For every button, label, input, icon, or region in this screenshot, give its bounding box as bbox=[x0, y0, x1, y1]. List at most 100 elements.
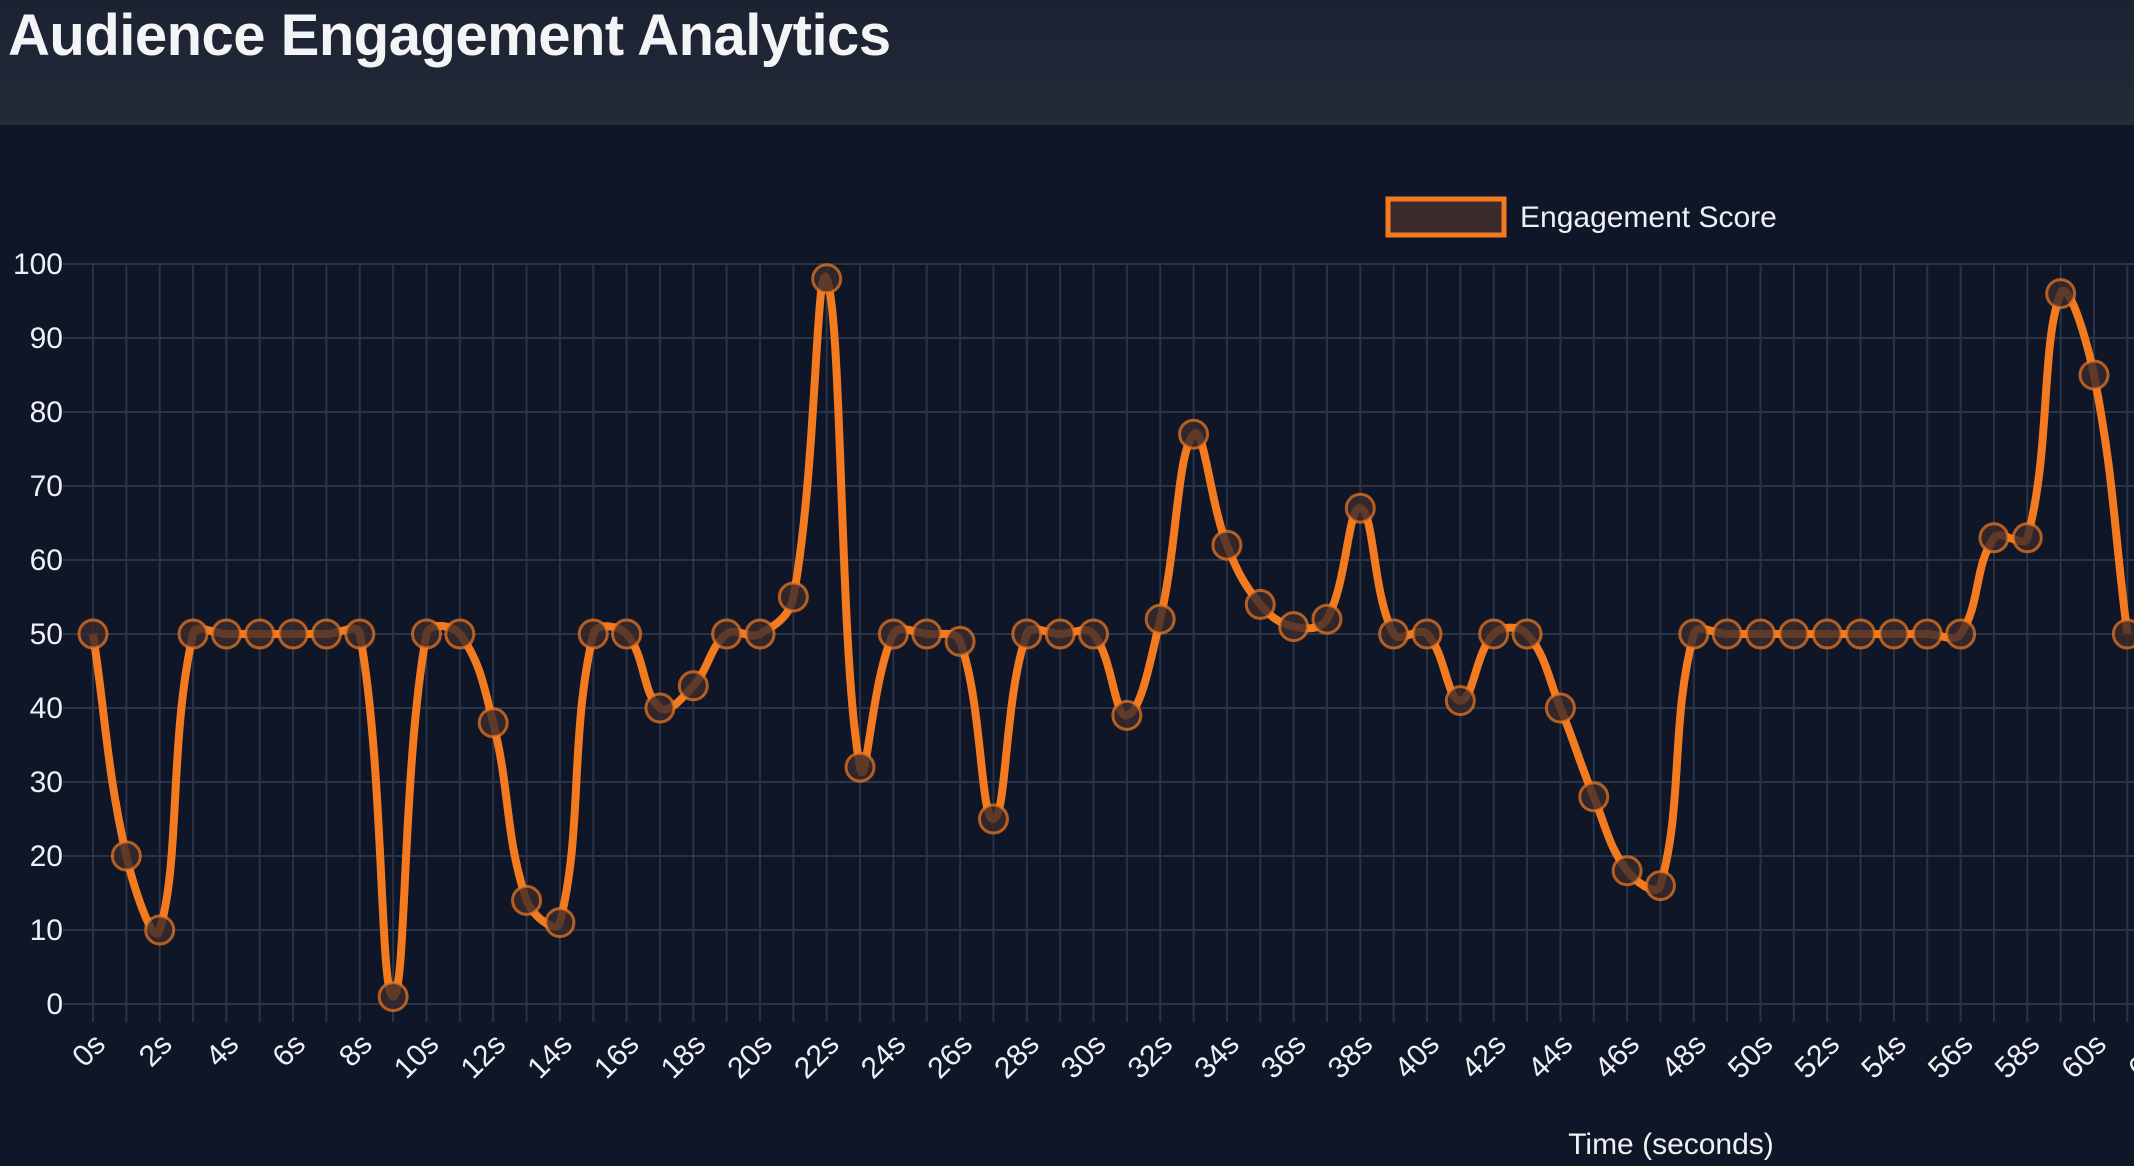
x-tick-label: 38s bbox=[1322, 1028, 1380, 1086]
data-point bbox=[1178, 418, 1210, 450]
x-tick-label: 44s bbox=[1522, 1028, 1580, 1086]
x-tick-label: 60s bbox=[2055, 1028, 2113, 1086]
x-tick-label: 50s bbox=[1722, 1028, 1780, 1086]
x-tick-label: 4s bbox=[200, 1028, 246, 1074]
data-point bbox=[2011, 522, 2043, 554]
data-point bbox=[1945, 618, 1977, 650]
data-point bbox=[1378, 618, 1410, 650]
x-tick-label: 14s bbox=[521, 1028, 579, 1086]
data-point bbox=[677, 670, 709, 702]
legend-swatch bbox=[1385, 196, 1507, 238]
legend[interactable]: Engagement Score bbox=[1385, 196, 1777, 238]
data-point bbox=[1978, 522, 2010, 554]
data-point bbox=[1878, 618, 1910, 650]
data-point bbox=[1845, 618, 1877, 650]
data-point bbox=[2111, 618, 2134, 650]
x-tick-label: 46s bbox=[1589, 1028, 1647, 1086]
data-point bbox=[1011, 618, 1043, 650]
x-tick-label: 48s bbox=[1655, 1028, 1713, 1086]
data-point bbox=[1711, 618, 1743, 650]
x-tick-label: 32s bbox=[1122, 1028, 1180, 1086]
data-point bbox=[977, 803, 1009, 835]
y-tick-label: 0 bbox=[46, 988, 63, 1021]
data-point bbox=[511, 884, 543, 916]
data-point bbox=[1411, 618, 1443, 650]
data-point bbox=[1278, 611, 1310, 643]
data-point bbox=[1911, 618, 1943, 650]
data-point bbox=[1044, 618, 1076, 650]
x-axis-ticks: 0s 2s 4s 6s 8s 10s 12s 14s 16s 18s 20s 22s 24s 26s 28s… bbox=[66, 1028, 2134, 1086]
data-point bbox=[144, 914, 176, 946]
y-tick-label: 80 bbox=[30, 396, 63, 429]
y-axis-ticks: 0 10 20 30 40 50 60 70 80 90 100 bbox=[13, 248, 63, 1021]
x-tick-label: 24s bbox=[855, 1028, 913, 1086]
data-point bbox=[544, 907, 576, 939]
data-point bbox=[1745, 618, 1776, 650]
data-point bbox=[110, 840, 142, 872]
data-point bbox=[877, 618, 909, 650]
x-tick-label: 58s bbox=[1989, 1028, 2047, 1086]
data-point bbox=[944, 625, 976, 657]
data-point bbox=[1678, 618, 1710, 650]
data-point bbox=[2078, 359, 2110, 391]
data-point bbox=[344, 618, 376, 650]
data-point bbox=[1644, 870, 1676, 902]
x-tick-label: 36s bbox=[1255, 1028, 1313, 1086]
y-tick-label: 90 bbox=[30, 322, 63, 355]
data-point bbox=[811, 263, 843, 295]
data-point bbox=[1211, 529, 1243, 561]
x-tick-label: 30s bbox=[1055, 1028, 1113, 1086]
data-point bbox=[2045, 278, 2077, 310]
y-tick-label: 50 bbox=[30, 618, 63, 651]
data-point bbox=[1144, 603, 1176, 635]
data-point bbox=[244, 618, 276, 650]
y-tick-label: 40 bbox=[30, 692, 63, 725]
data-point bbox=[611, 618, 643, 650]
data-point bbox=[744, 618, 776, 650]
x-tick-label: 16s bbox=[588, 1028, 646, 1086]
x-tick-label: 52s bbox=[1789, 1028, 1847, 1086]
data-point bbox=[777, 581, 809, 613]
x-tick-label: 34s bbox=[1188, 1028, 1246, 1086]
x-tick-label: 22s bbox=[788, 1028, 846, 1086]
data-point bbox=[1611, 855, 1643, 887]
data-point bbox=[1078, 618, 1109, 650]
data-point bbox=[911, 618, 943, 650]
x-tick-label: 42s bbox=[1455, 1028, 1513, 1086]
x-tick-label: 18s bbox=[655, 1028, 713, 1086]
y-tick-label: 100 bbox=[13, 248, 63, 281]
x-tick-label: 54s bbox=[1855, 1028, 1913, 1086]
x-tick-label: 10s bbox=[388, 1028, 446, 1086]
data-point bbox=[1311, 603, 1343, 635]
data-point bbox=[1778, 618, 1810, 650]
data-point bbox=[477, 707, 509, 739]
x-tick-label: 8s bbox=[333, 1028, 379, 1074]
data-point bbox=[1511, 618, 1543, 650]
data-point bbox=[310, 618, 342, 650]
data-point bbox=[577, 618, 609, 650]
data-point bbox=[411, 618, 442, 650]
data-point bbox=[277, 618, 309, 650]
data-point bbox=[177, 618, 209, 650]
x-tick-label: 20s bbox=[721, 1028, 779, 1086]
data-point bbox=[1344, 492, 1376, 524]
data-point bbox=[1578, 781, 1610, 813]
data-point bbox=[77, 618, 109, 650]
data-point bbox=[444, 618, 476, 650]
x-tick-label: 26s bbox=[922, 1028, 980, 1086]
data-point bbox=[1244, 588, 1276, 620]
x-tick-label: 28s bbox=[988, 1028, 1046, 1086]
data-point bbox=[210, 618, 242, 650]
legend-label: Engagement Score bbox=[1520, 201, 1777, 234]
y-tick-label: 70 bbox=[30, 470, 63, 503]
data-points bbox=[77, 263, 2134, 1013]
grid bbox=[63, 263, 2134, 1022]
y-tick-label: 10 bbox=[30, 914, 63, 947]
data-point bbox=[711, 618, 743, 650]
x-tick-label: 12s bbox=[455, 1028, 513, 1086]
data-point bbox=[1544, 692, 1576, 724]
data-point bbox=[644, 692, 676, 724]
data-point bbox=[1811, 618, 1843, 650]
x-axis-title: Time (seconds) bbox=[1568, 1128, 1774, 1161]
data-point bbox=[1478, 618, 1510, 650]
